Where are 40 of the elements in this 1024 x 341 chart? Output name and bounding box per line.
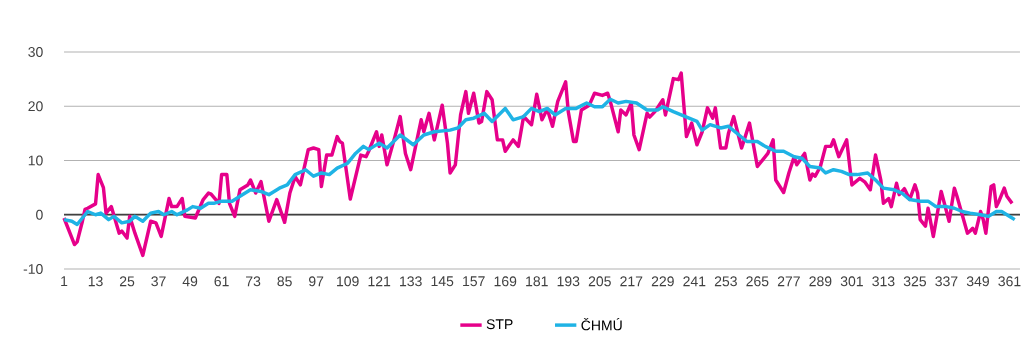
x-tick-label: 337 xyxy=(935,276,958,287)
x-tick-label: 361 xyxy=(998,276,1021,287)
x-tick-label: 1 xyxy=(61,276,68,286)
x-tick-label: 49 xyxy=(182,276,198,287)
x-tick-label: 133 xyxy=(400,276,422,287)
x-tick-label: 61 xyxy=(214,276,229,287)
x-tick-label: 73 xyxy=(246,276,261,287)
x-tick-label: 301 xyxy=(840,276,863,287)
y-tick-label: 10 xyxy=(28,155,43,166)
x-tick-label: 325 xyxy=(903,276,927,287)
y-tick-label: -10 xyxy=(23,264,43,274)
x-tick-label: 121 xyxy=(368,276,391,287)
x-tick-label: 349 xyxy=(966,276,989,287)
x-tick-label: 241 xyxy=(683,276,706,287)
x-tick-label: 193 xyxy=(557,276,580,287)
y-tick-label: 0 xyxy=(36,209,43,220)
x-tick-label: 109 xyxy=(337,276,359,287)
x-tick-label: 169 xyxy=(494,276,517,287)
x-tick-label: 37 xyxy=(151,276,166,287)
x-tick-label: 289 xyxy=(809,276,832,287)
x-tick-label: 205 xyxy=(588,276,611,287)
x-tick-label: 217 xyxy=(620,276,643,287)
legend-label: ČHMÚ xyxy=(581,317,622,331)
x-tick-label: 265 xyxy=(746,276,769,287)
x-tick-label: 253 xyxy=(714,276,737,287)
x-tick-label: 25 xyxy=(119,276,135,287)
x-tick-label: 97 xyxy=(309,276,324,287)
x-tick-label: 277 xyxy=(777,276,800,287)
legend-label: STP xyxy=(486,319,513,330)
x-tick-label: 313 xyxy=(872,276,895,287)
x-tick-label: 181 xyxy=(526,276,548,287)
x-tick-label: 157 xyxy=(463,276,485,287)
x-tick-label: 13 xyxy=(88,276,103,287)
y-tick-label: 20 xyxy=(28,101,43,112)
x-tick-label: 145 xyxy=(431,276,454,287)
x-tick-label: 229 xyxy=(651,276,674,287)
line-series xyxy=(62,97,1017,227)
y-tick-label: 30 xyxy=(28,47,43,57)
line-series xyxy=(62,71,1014,258)
x-tick-label: 85 xyxy=(277,276,292,287)
